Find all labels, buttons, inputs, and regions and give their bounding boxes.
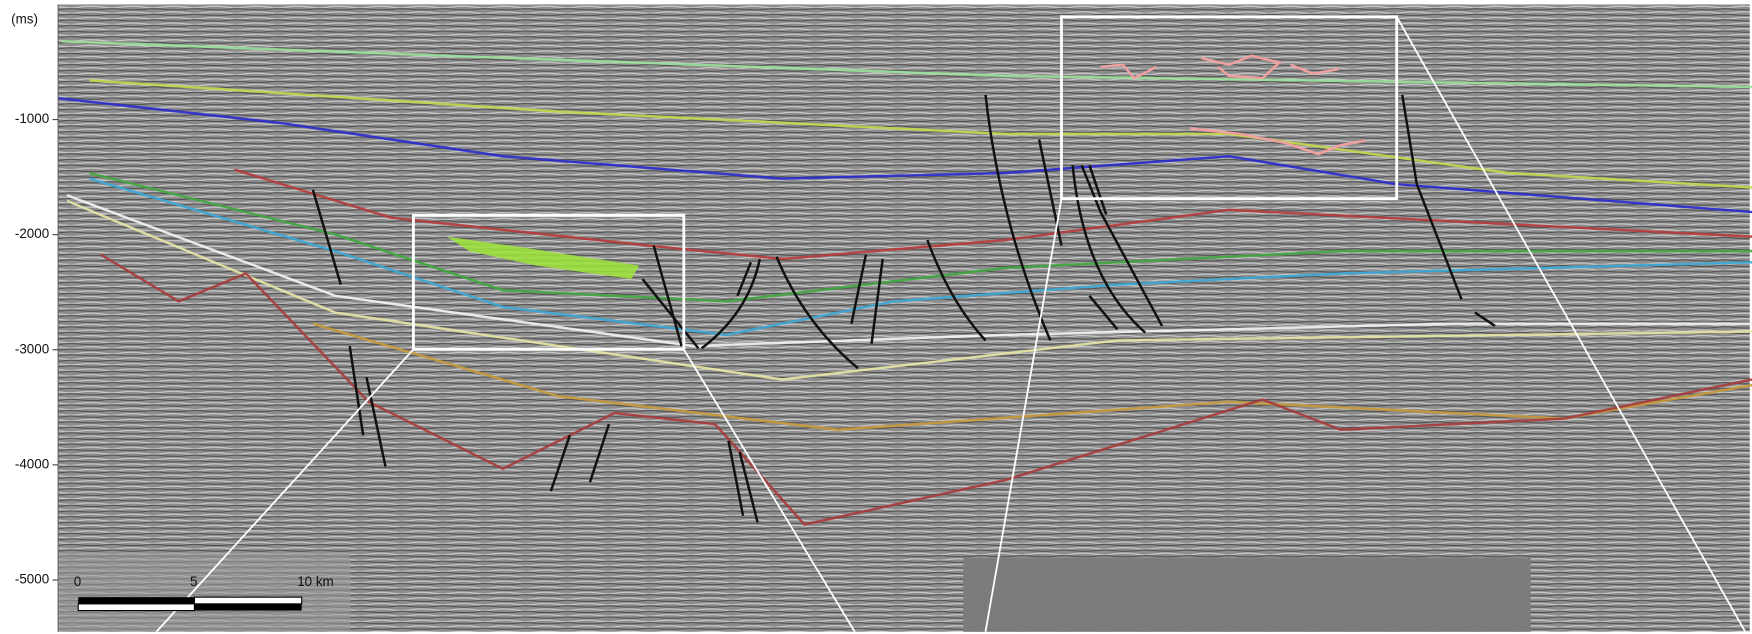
pink-bodies (1100, 54, 1366, 156)
zoom-lines (155, 16, 1747, 633)
fault (850, 254, 868, 324)
fault (1071, 165, 1147, 334)
horizon (66, 194, 1752, 348)
y-axis-label: (ms) (11, 12, 38, 27)
no-data-area (963, 558, 1531, 632)
horizon (66, 199, 1752, 381)
horizon (61, 40, 1752, 89)
faults (311, 94, 1496, 523)
green-body (446, 236, 640, 280)
y-tick-label: -4000 (15, 456, 49, 471)
fault (1401, 94, 1463, 300)
scale-bar (77, 596, 303, 612)
scale-label: 0 (74, 574, 81, 589)
scale-segment (193, 596, 303, 605)
zoom-box (1060, 15, 1399, 201)
horizon (89, 171, 1752, 303)
zoom-box (412, 214, 686, 351)
pink-body (1100, 63, 1158, 80)
fault (1080, 164, 1164, 327)
fault (700, 258, 761, 350)
horizon (234, 168, 1752, 261)
scale-segment (194, 603, 302, 611)
fault (652, 245, 683, 347)
seismic-background (58, 4, 1750, 632)
scale-bar-area (58, 552, 351, 632)
fault (736, 261, 752, 297)
fault (775, 256, 859, 370)
fault (727, 440, 745, 516)
scale-label: 5 (190, 574, 197, 589)
fault (1037, 139, 1063, 246)
fault (1474, 311, 1496, 327)
pink-body (1200, 54, 1282, 80)
zoom-line (1395, 16, 1747, 633)
zoom-line (984, 198, 1063, 632)
scale-label: 10 km (297, 574, 333, 589)
horizon (99, 253, 1752, 526)
fault (311, 189, 342, 285)
scale-segment (78, 597, 195, 604)
y-tick-label: -3000 (15, 341, 49, 356)
fault (549, 434, 572, 492)
fault (926, 239, 987, 342)
fault (984, 94, 1052, 341)
scale-segment (77, 603, 195, 612)
horizon (89, 79, 1752, 189)
horizon (57, 97, 1752, 214)
axis-margin (0, 0, 59, 634)
zoom-line (683, 348, 856, 633)
fault (870, 258, 884, 344)
fault (588, 423, 611, 483)
pink-body (1290, 63, 1339, 75)
fault (1088, 295, 1119, 331)
fault (1088, 164, 1108, 215)
fault (365, 377, 387, 467)
fault (641, 278, 700, 350)
pink-body (1189, 127, 1366, 156)
y-tick-label: -1000 (15, 111, 49, 126)
fault (348, 345, 365, 436)
y-tick-label: -5000 (15, 572, 49, 587)
y-tick-label: -2000 (15, 226, 49, 241)
zoom-line (155, 348, 415, 633)
fault (738, 451, 759, 523)
